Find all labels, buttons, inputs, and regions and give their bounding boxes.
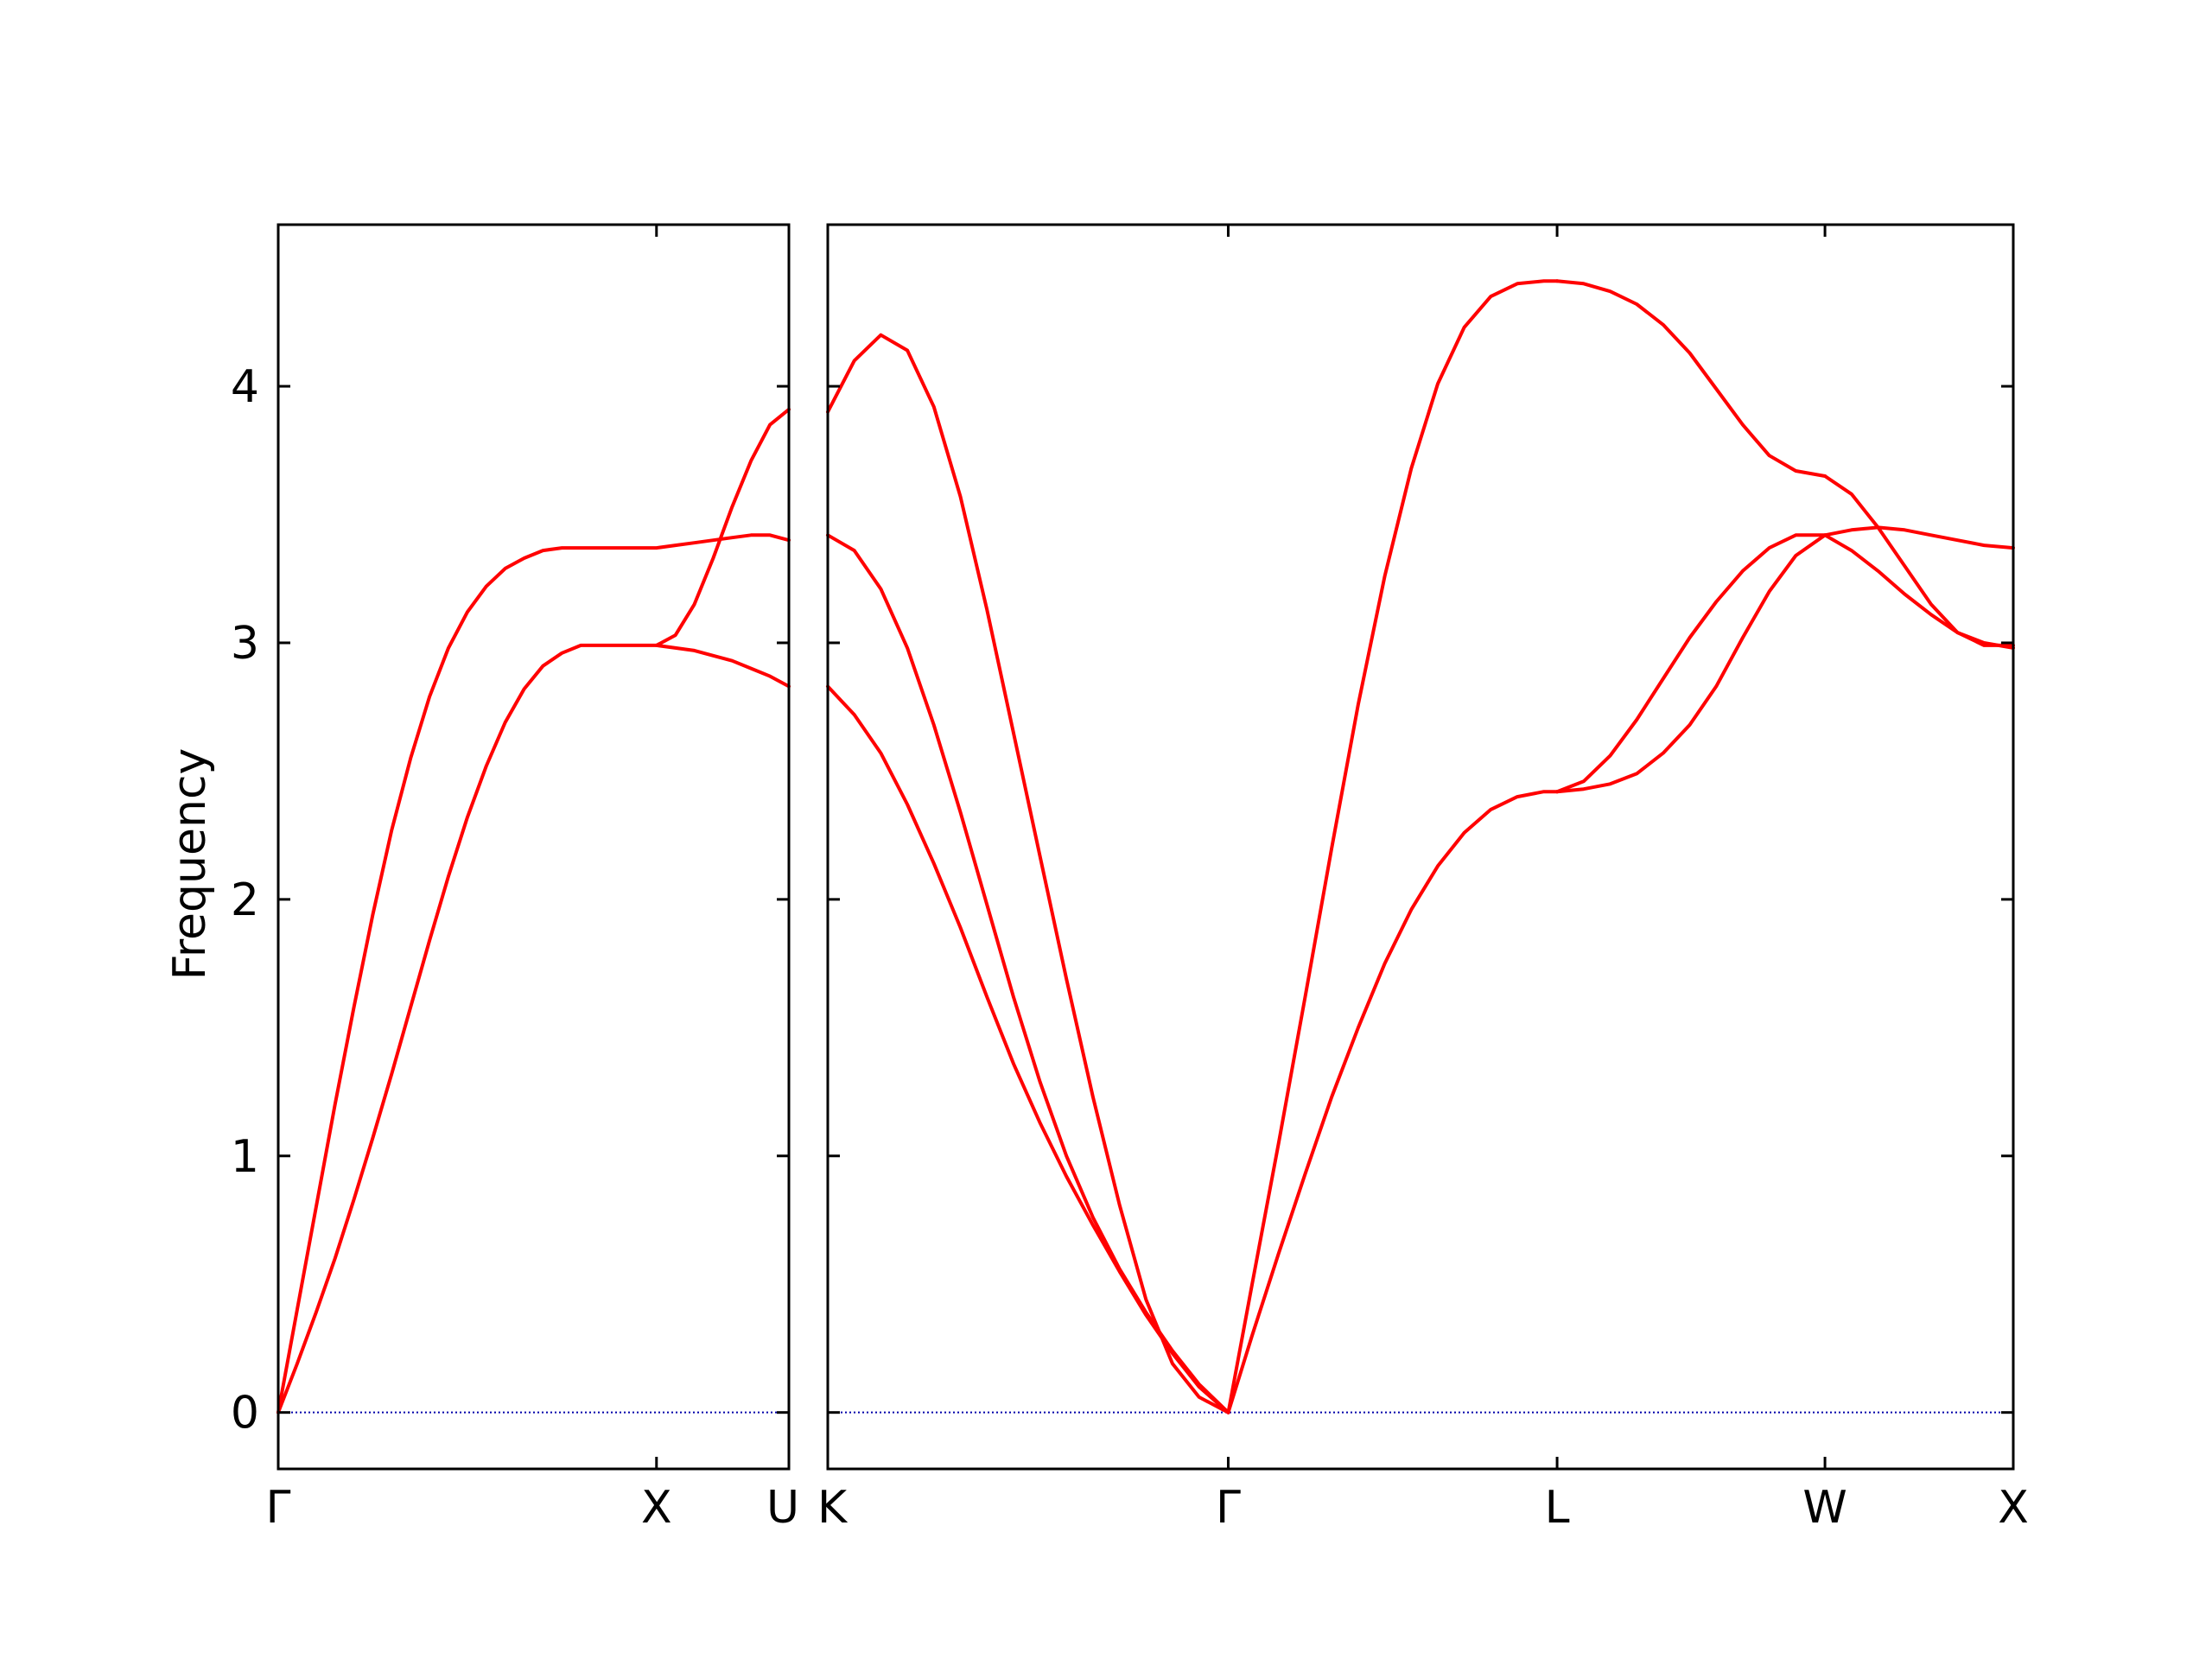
panel-frame	[826, 223, 2015, 1471]
x-tick-label: Γ	[266, 1482, 291, 1534]
x-tick-label: X	[1998, 1482, 2029, 1534]
band-series-left-1	[276, 643, 791, 1414]
band-series-right-11	[1823, 474, 2015, 647]
x-tick-label: U	[766, 1482, 799, 1534]
band-series-right-5	[1226, 279, 1560, 1414]
x-tick-label: X	[641, 1482, 672, 1534]
y-tick-label: 1	[231, 1131, 259, 1183]
x-tick-label: L	[1545, 1482, 1570, 1534]
y-tick-label: 0	[231, 1388, 259, 1440]
plot-panels: Γ X U 0 1 2 3 4 K Γ L W X	[231, 223, 2029, 1534]
band-series-left-2	[276, 533, 791, 1414]
x-tick-label: Γ	[1216, 1482, 1241, 1534]
band-series-left-3	[654, 407, 791, 647]
panel-left: Γ X U 0 1 2 3 4	[231, 223, 799, 1534]
panel-frame	[276, 223, 791, 1471]
y-tick-label: 3	[231, 618, 259, 670]
y-axis-label: Frequency	[164, 748, 216, 981]
band-series-right-10	[1823, 533, 2015, 650]
x-tick-label: W	[1802, 1482, 1847, 1534]
band-series-right-7	[1555, 533, 1827, 794]
band-series-right-3	[826, 333, 1230, 1414]
y-tick-label: 2	[231, 874, 259, 926]
band-series-right-4	[1226, 790, 1560, 1414]
band-series-right-8	[1555, 279, 1827, 478]
x-tick-label: K	[817, 1482, 849, 1534]
band-series-right-9	[1823, 525, 2015, 550]
y-tick-label: 4	[231, 361, 259, 413]
band-series-right-6	[1555, 533, 1827, 794]
